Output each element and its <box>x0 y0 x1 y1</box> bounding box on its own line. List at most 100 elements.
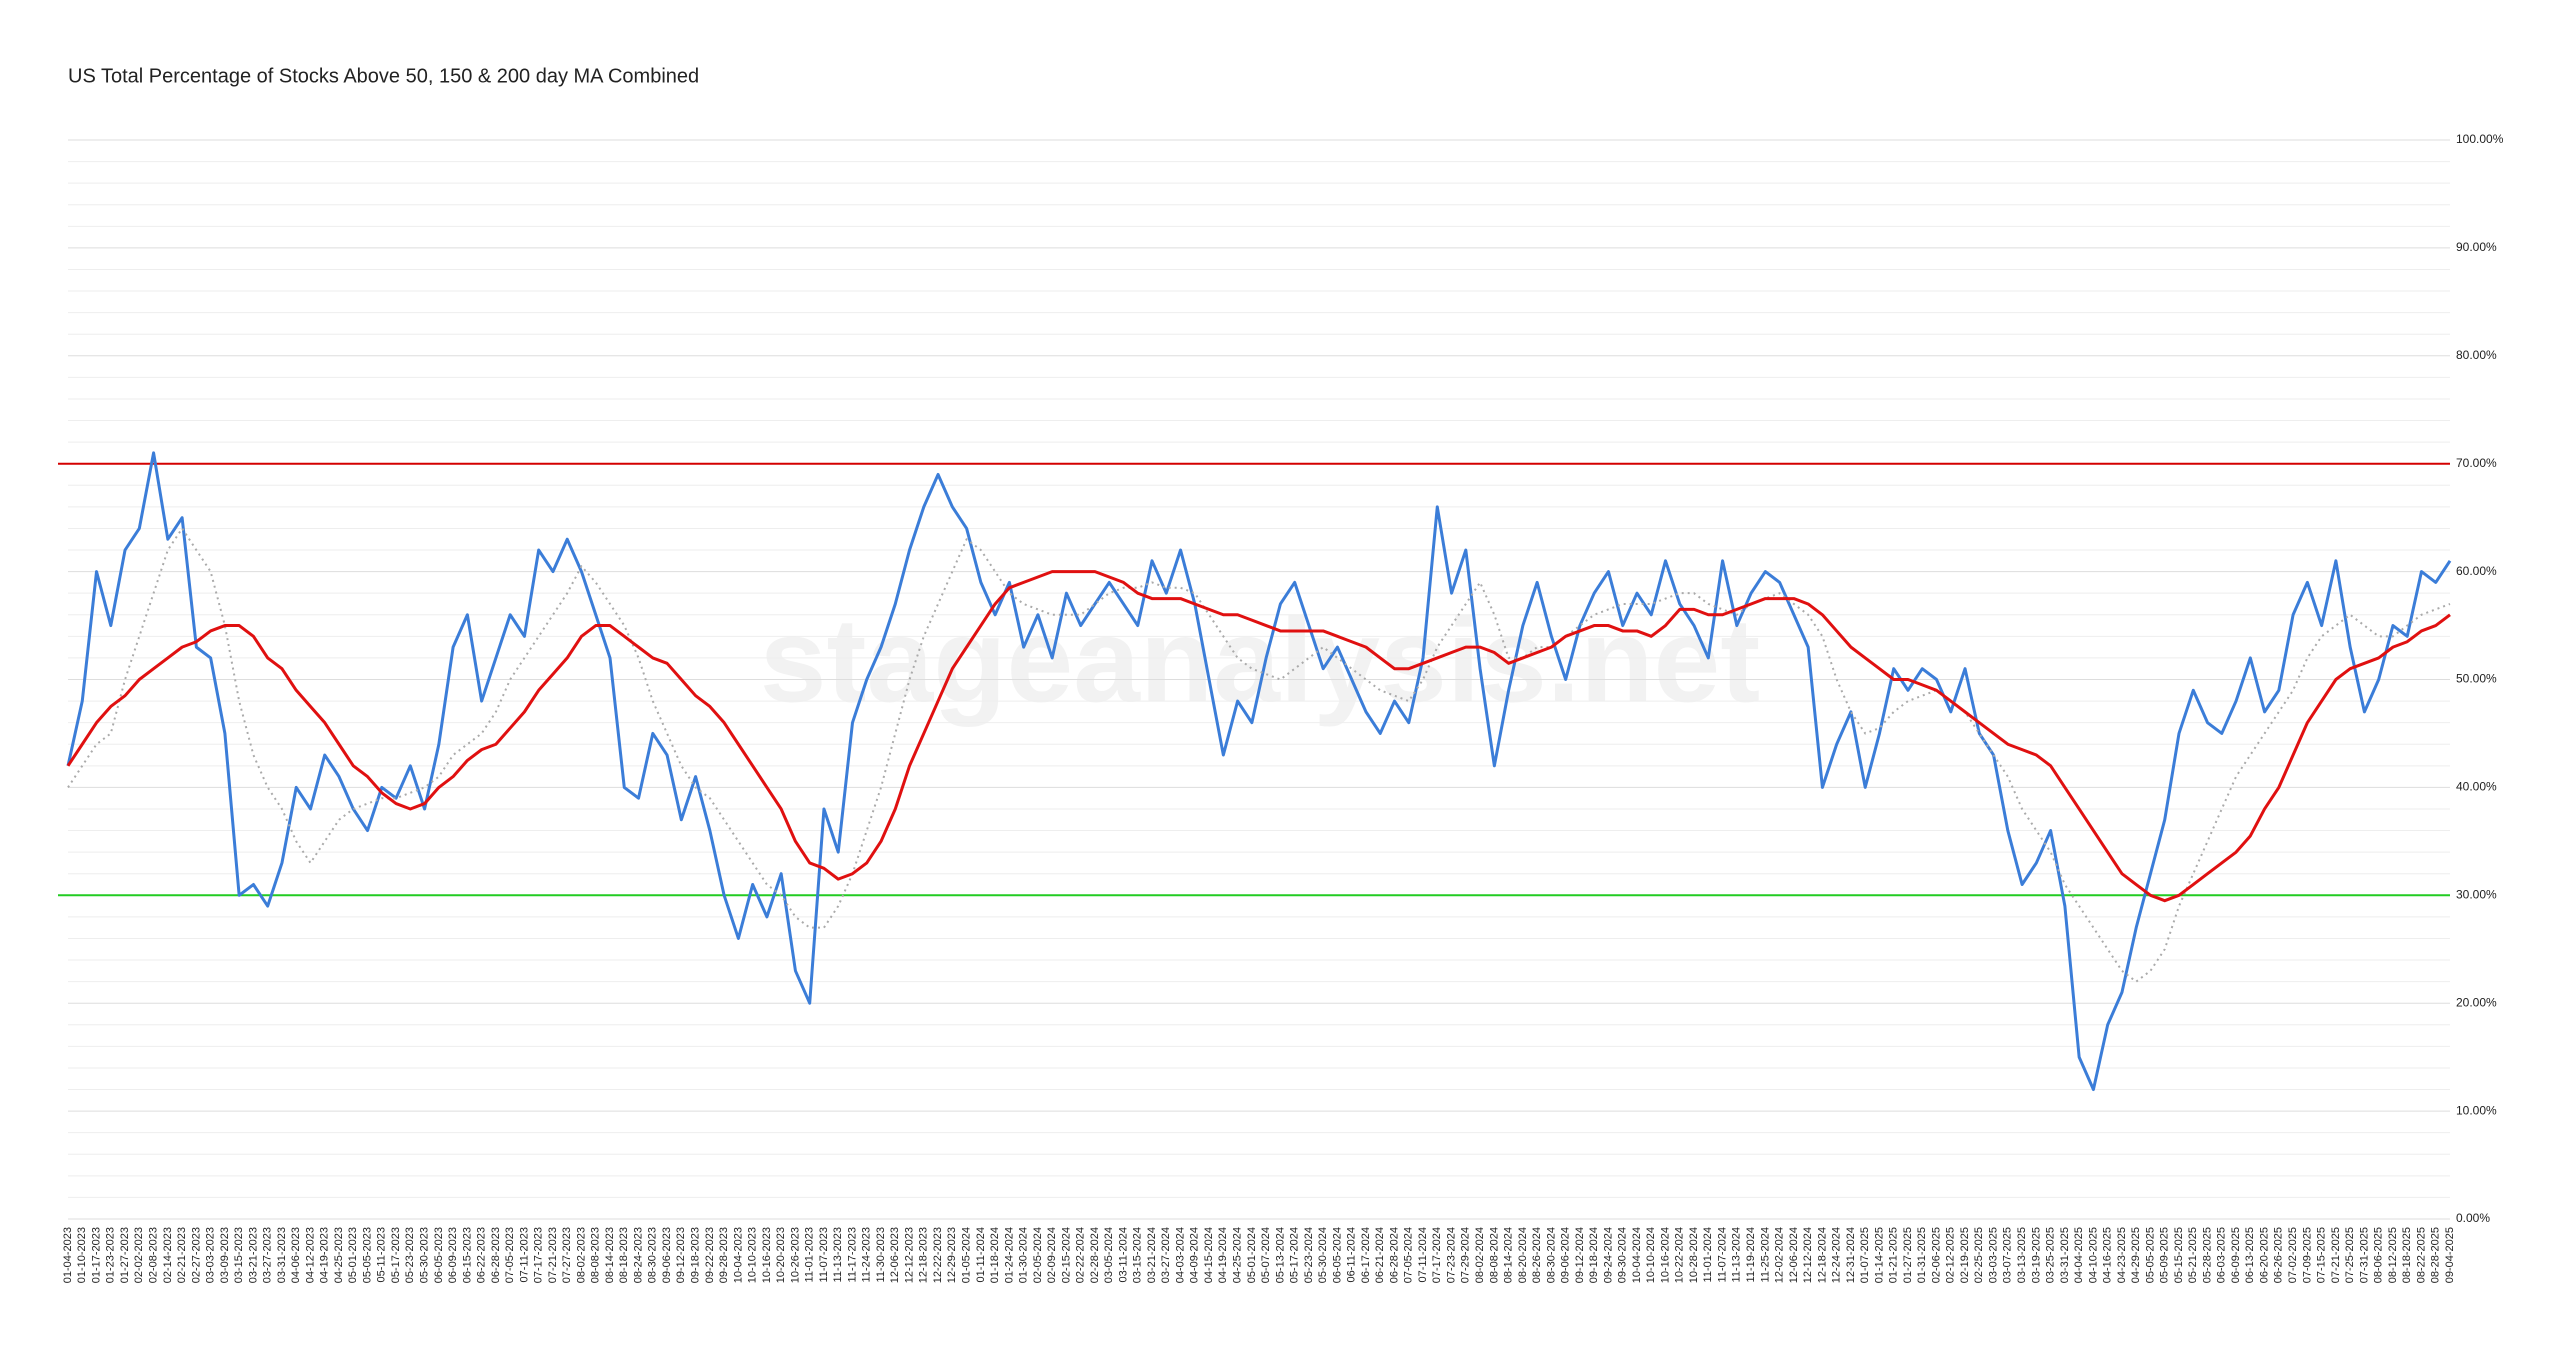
x-tick-label: 06-20-2025 <box>2258 1227 2270 1283</box>
x-tick-label: 07-25-2025 <box>2344 1227 2356 1283</box>
x-tick-label: 11-07-2023 <box>818 1227 830 1282</box>
x-tick-label: 04-16-2025 <box>2102 1227 2114 1283</box>
x-tick-label: 12-06-2023 <box>889 1227 901 1283</box>
x-tick-label: 03-11-2024 <box>1117 1227 1129 1282</box>
y-tick-label: 40.00% <box>2456 780 2497 794</box>
x-tick-label: 09-12-2023 <box>675 1227 687 1283</box>
series-line <box>66 451 2452 1092</box>
x-tick-label: 12-12-2024 <box>1802 1227 1814 1283</box>
x-tick-label: 05-21-2025 <box>2187 1227 2199 1283</box>
x-tick-label: 09-04-2025 <box>2444 1227 2456 1283</box>
x-tick-label: 06-17-2024 <box>1360 1227 1372 1283</box>
x-tick-label: 08-14-2024 <box>1503 1227 1515 1283</box>
x-tick-label: 01-18-2024 <box>989 1227 1001 1283</box>
x-tick-label: 09-12-2024 <box>1574 1227 1586 1283</box>
x-tick-label: 03-15-2024 <box>1132 1227 1144 1283</box>
x-tick-label: 03-05-2024 <box>1103 1227 1115 1283</box>
x-tick-label: 11-01-2024 <box>1702 1227 1714 1282</box>
x-tick-label: 01-04-2023 <box>62 1227 74 1283</box>
y-tick-label: 10.00% <box>2456 1103 2497 1117</box>
x-tick-label: 01-30-2024 <box>1018 1227 1030 1283</box>
x-tick-label: 02-22-2024 <box>1075 1227 1087 1283</box>
x-tick-label: 01-05-2024 <box>961 1227 973 1283</box>
x-tick-label: 08-14-2023 <box>604 1227 616 1283</box>
x-tick-label: 02-19-2025 <box>1959 1227 1971 1283</box>
x-tick-label: 09-30-2024 <box>1617 1227 1629 1283</box>
x-tick-label: 11-01-2023 <box>804 1227 816 1282</box>
x-tick-label: 06-05-2023 <box>433 1227 445 1283</box>
x-tick-label: 03-03-2023 <box>205 1227 217 1283</box>
x-tick-label: 04-19-2023 <box>319 1227 331 1283</box>
x-tick-label: 04-19-2024 <box>1217 1227 1229 1283</box>
x-tick-label: 02-15-2024 <box>1060 1227 1072 1283</box>
y-tick-label: 100.00% <box>2456 132 2504 146</box>
x-tick-label: 03-25-2025 <box>2045 1227 2057 1283</box>
x-tick-label: 03-15-2023 <box>233 1227 245 1283</box>
x-tick-label: 11-17-2023 <box>846 1227 858 1282</box>
x-tick-label: 08-08-2024 <box>1488 1227 1500 1283</box>
x-tick-label: 12-22-2023 <box>932 1227 944 1283</box>
x-tick-label: 07-29-2024 <box>1460 1227 1472 1283</box>
x-tick-label: 04-09-2024 <box>1189 1227 1201 1283</box>
x-tick-label: 02-02-2023 <box>133 1227 145 1283</box>
x-tick-label: 07-09-2025 <box>2301 1227 2313 1283</box>
x-tick-label: 02-09-2024 <box>1046 1227 1058 1283</box>
x-tick-label: 05-17-2024 <box>1289 1227 1301 1283</box>
x-tick-label: 09-22-2023 <box>704 1227 716 1283</box>
x-tick-label: 01-17-2023 <box>90 1227 102 1283</box>
x-tick-label: 04-10-2025 <box>2087 1227 2099 1283</box>
x-tick-label: 08-24-2023 <box>632 1227 644 1283</box>
x-tick-label: 09-18-2024 <box>1588 1227 1600 1283</box>
x-tick-label: 05-11-2023 <box>376 1227 388 1282</box>
x-tick-label: 06-21-2024 <box>1374 1227 1386 1283</box>
x-tick-label: 06-11-2024 <box>1346 1227 1358 1282</box>
x-tick-label: 04-25-2024 <box>1232 1227 1244 1283</box>
x-tick-label: 04-12-2023 <box>304 1227 316 1283</box>
x-tick-label: 08-18-2025 <box>2401 1227 2413 1283</box>
x-tick-label: 04-04-2025 <box>2073 1227 2085 1283</box>
x-tick-label: 03-09-2023 <box>219 1227 231 1283</box>
series-line <box>67 527 2451 983</box>
x-tick-label: 06-28-2023 <box>490 1227 502 1283</box>
x-tick-label: 08-30-2023 <box>647 1227 659 1283</box>
x-tick-label: 06-15-2023 <box>461 1227 473 1283</box>
y-tick-label: 0.00% <box>2456 1211 2490 1225</box>
x-tick-label: 07-02-2025 <box>2287 1227 2299 1283</box>
x-tick-label: 02-14-2023 <box>162 1227 174 1283</box>
x-tick-label: 02-05-2024 <box>1032 1227 1044 1283</box>
x-tick-label: 10-04-2023 <box>732 1227 744 1283</box>
y-tick-label: 70.00% <box>2456 456 2497 470</box>
x-tick-label: 03-13-2025 <box>2016 1227 2028 1283</box>
x-tick-label: 11-07-2024 <box>1716 1227 1728 1282</box>
x-tick-label: 08-26-2024 <box>1531 1227 1543 1283</box>
x-tick-label: 01-23-2023 <box>105 1227 117 1283</box>
x-tick-label: 02-27-2023 <box>190 1227 202 1283</box>
x-tick-label: 01-27-2023 <box>119 1227 131 1283</box>
series-line <box>66 570 2451 903</box>
x-tick-label: 10-26-2023 <box>789 1227 801 1283</box>
x-tick-label: 05-30-2023 <box>418 1227 430 1283</box>
y-tick-label: 90.00% <box>2456 240 2497 254</box>
y-tick-label: 50.00% <box>2456 672 2497 686</box>
x-tick-label: 05-05-2023 <box>361 1227 373 1283</box>
x-tick-label: 01-11-2024 <box>975 1227 987 1282</box>
x-tick-label: 08-02-2024 <box>1474 1227 1486 1283</box>
x-tick-label: 06-09-2025 <box>2230 1227 2242 1283</box>
x-tick-label: 08-22-2025 <box>2415 1227 2427 1283</box>
x-tick-label: 05-23-2024 <box>1303 1227 1315 1283</box>
x-tick-label: 09-28-2023 <box>718 1227 730 1283</box>
x-tick-label: 04-06-2023 <box>290 1227 302 1283</box>
x-tick-label: 12-18-2023 <box>918 1227 930 1283</box>
x-tick-label: 11-25-2024 <box>1759 1227 1771 1282</box>
x-tick-label: 03-21-2024 <box>1146 1227 1158 1283</box>
x-tick-label: 07-05-2024 <box>1403 1227 1415 1283</box>
x-tick-label: 07-17-2023 <box>533 1227 545 1283</box>
x-tick-label: 12-12-2023 <box>903 1227 915 1283</box>
x-tick-label: 10-20-2023 <box>775 1227 787 1283</box>
x-tick-label: 08-02-2023 <box>575 1227 587 1283</box>
x-tick-label: 06-26-2025 <box>2273 1227 2285 1283</box>
x-tick-label: 12-29-2023 <box>946 1227 958 1283</box>
x-tick-label: 10-22-2024 <box>1674 1227 1686 1283</box>
x-tick-label: 01-14-2025 <box>1873 1227 1885 1283</box>
x-tick-label: 03-31-2025 <box>2059 1227 2071 1283</box>
